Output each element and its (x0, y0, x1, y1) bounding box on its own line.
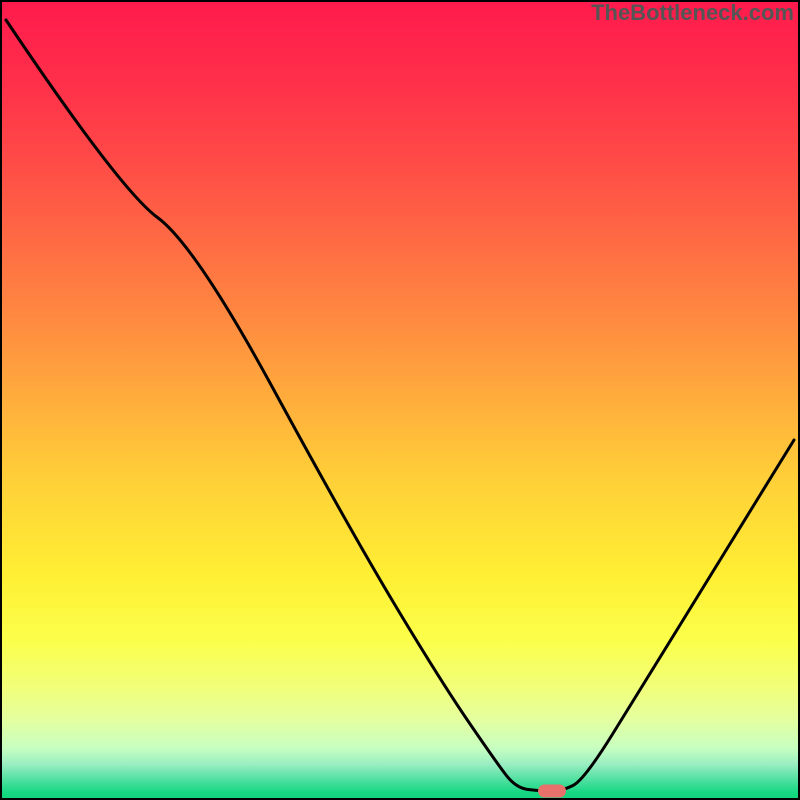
chart-container: TheBottleneck.com (0, 0, 800, 800)
gradient-rect (0, 0, 800, 800)
gradient-background (0, 0, 800, 800)
watermark-label: TheBottleneck.com (591, 0, 794, 26)
